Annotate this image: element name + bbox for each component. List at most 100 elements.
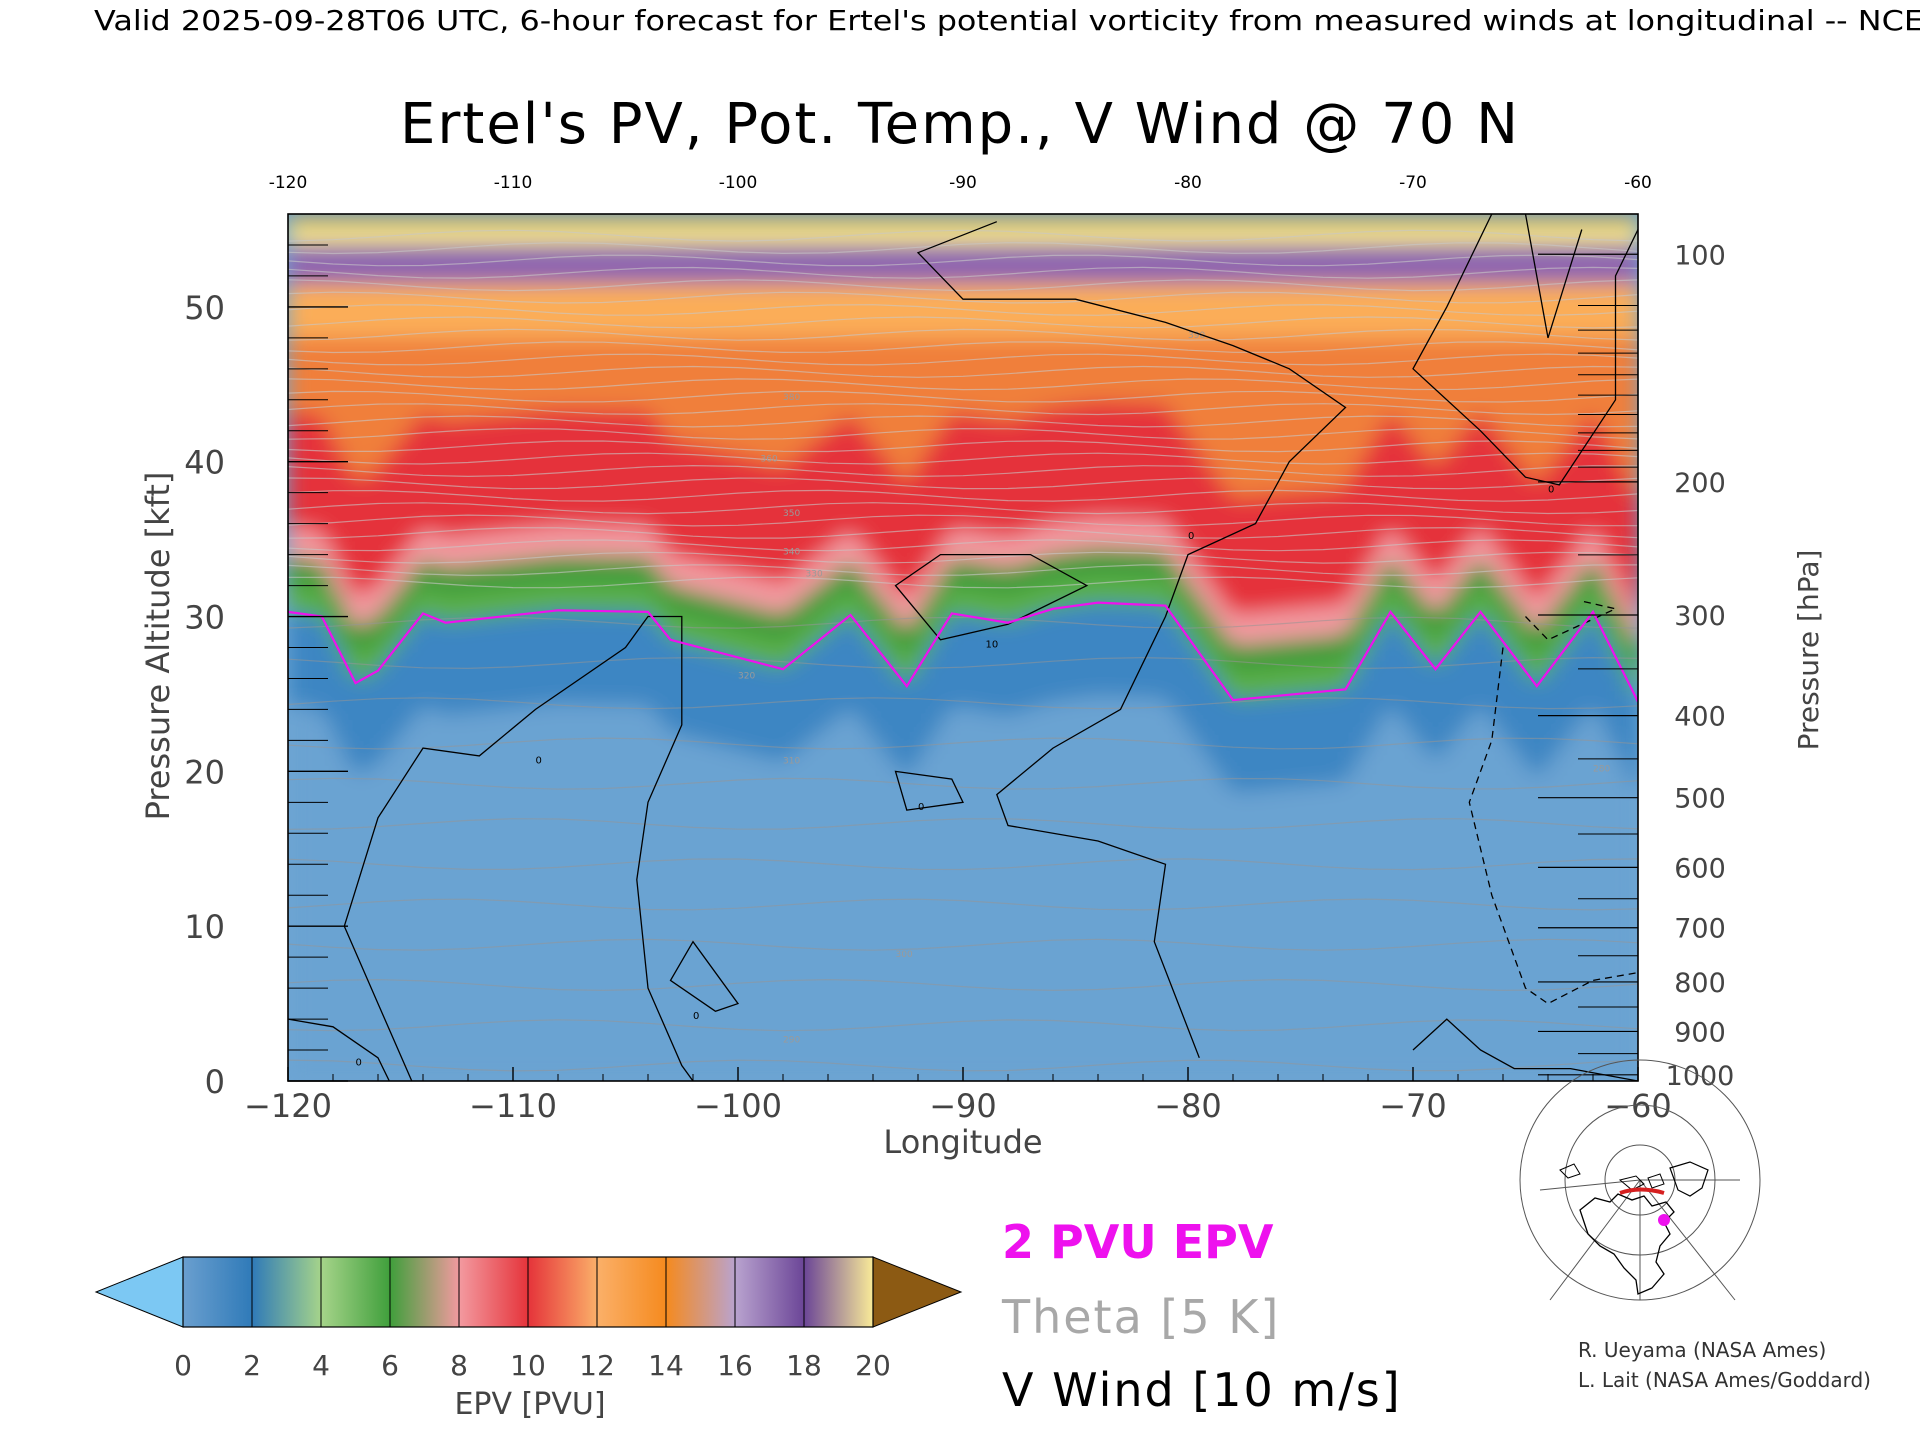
epv-column: [1345, 214, 1358, 1081]
theta-contour: [288, 818, 1638, 830]
vwind-contour-label: 10: [986, 640, 999, 651]
theta-contour-label: 290: [783, 1035, 800, 1045]
epv-field: [288, 214, 1638, 1081]
legend-item-2pvu-epv: 2 PVU EPV: [1002, 1215, 1274, 1269]
theta-contour: [288, 415, 1638, 428]
epv-column: [1390, 214, 1403, 1081]
theta-contour: [288, 353, 1638, 366]
theta-contour: [288, 656, 1638, 670]
epv-column: [1480, 214, 1493, 1081]
theta-contour: [288, 291, 1638, 304]
epv-column: [816, 214, 829, 1081]
colorbar-tick-label: 14: [648, 1349, 684, 1382]
epv-column: [1514, 214, 1527, 1081]
epv-column: [1199, 214, 1212, 1081]
vwind-contour-label: 0: [918, 802, 924, 813]
top-tick-label: -100: [719, 173, 758, 193]
y-tick-label: 20: [184, 753, 225, 791]
epv-column: [580, 214, 593, 1081]
epv-column: [1143, 214, 1156, 1081]
epv-column: [1210, 214, 1223, 1081]
map-meridian-4: [1539, 1179, 1641, 1191]
vwind-contour-label: 0: [693, 1011, 699, 1022]
epv-column: [1491, 214, 1504, 1081]
theta-contour: [288, 938, 1638, 951]
y-tick-label: 0: [205, 1063, 225, 1101]
epv-column: [546, 214, 559, 1081]
epv-column: [1570, 214, 1583, 1081]
epv-column: [1120, 214, 1133, 1081]
theta-contour: [288, 514, 1638, 527]
theta-contour: [288, 303, 1638, 317]
colorbar-tick-label: 8: [450, 1349, 468, 1382]
theta-contour: [288, 697, 1638, 710]
epv-column: [1311, 214, 1324, 1081]
top-tick-label: -120: [269, 173, 308, 193]
valid-time-header: Valid 2025-09-28T06 UTC, 6-hour forecast…: [94, 4, 1920, 37]
vwind-contour-label: 0: [536, 756, 542, 767]
y-tick-label: 30: [184, 599, 225, 637]
map-coastline-greenland: [1669, 1161, 1709, 1197]
theta-contour: [288, 378, 1638, 391]
top-tick-label: -70: [1399, 173, 1427, 193]
epv-column: [501, 214, 514, 1081]
theta-contour-label: 320: [738, 671, 755, 681]
epv-column: [1424, 214, 1437, 1081]
epv-column: [1300, 214, 1313, 1081]
epv-column: [603, 214, 616, 1081]
theta-contour: [288, 539, 1638, 552]
epv-column: [1548, 214, 1561, 1081]
epv-column: [1458, 214, 1471, 1081]
theta-contour: [288, 1019, 1638, 1032]
epv-column: [1536, 214, 1549, 1081]
theta-contour: [288, 328, 1638, 341]
pressure-tick-label: 600: [1674, 853, 1726, 884]
epv-column: [715, 214, 728, 1081]
x-tick-label: −90: [929, 1087, 997, 1125]
pressure-tick-label: 500: [1674, 784, 1726, 815]
colorbar-segment: [459, 1257, 529, 1327]
y-tick-label: 50: [184, 289, 225, 327]
vwind-contour: [1412, 1018, 1638, 1081]
epv-column: [1188, 214, 1201, 1081]
pressure-tick-label: 700: [1674, 914, 1726, 945]
theta-contour-label: 310: [783, 757, 800, 767]
epv-column: [783, 214, 796, 1081]
epv-column: [760, 214, 773, 1081]
vwind-contour-label: 0: [1188, 531, 1194, 542]
epv-column: [738, 214, 751, 1081]
epv-column: [659, 214, 672, 1081]
theta-contour: [288, 489, 1638, 502]
epv-column: [1266, 214, 1279, 1081]
theta-contour: [288, 242, 1638, 255]
epv-column: [1064, 214, 1077, 1081]
pressure-tick-label: 900: [1674, 1017, 1726, 1048]
vwind-contour: [343, 615, 694, 1081]
y-axis-label: Pressure Altitude [kft]: [139, 472, 177, 821]
locator-map: [1519, 1059, 1761, 1301]
epv-column: [479, 214, 492, 1081]
epv-column: [1593, 214, 1606, 1081]
epv-column: [1615, 214, 1628, 1081]
theta-contour: [288, 858, 1638, 871]
epv-column: [445, 214, 458, 1081]
epv-column: [490, 214, 503, 1081]
epv-column: [434, 214, 447, 1081]
epv-column: [1075, 214, 1088, 1081]
epv-column: [693, 214, 706, 1081]
y-tick-label: 40: [184, 444, 225, 482]
legend-item-v-wind: V Wind [10 m/s]: [1002, 1363, 1402, 1417]
theta-contour: [288, 978, 1638, 992]
epv-column: [704, 214, 717, 1081]
epv-column: [1221, 214, 1234, 1081]
theta-contour: [288, 737, 1638, 750]
epv-column: [1379, 214, 1392, 1081]
epv-column: [1053, 214, 1066, 1081]
epv-column: [456, 214, 469, 1081]
epv-column: [535, 214, 548, 1081]
epv-column: [1244, 214, 1257, 1081]
colorbar-segment: [321, 1257, 391, 1327]
epv-column: [591, 214, 604, 1081]
epv-column: [850, 214, 863, 1081]
